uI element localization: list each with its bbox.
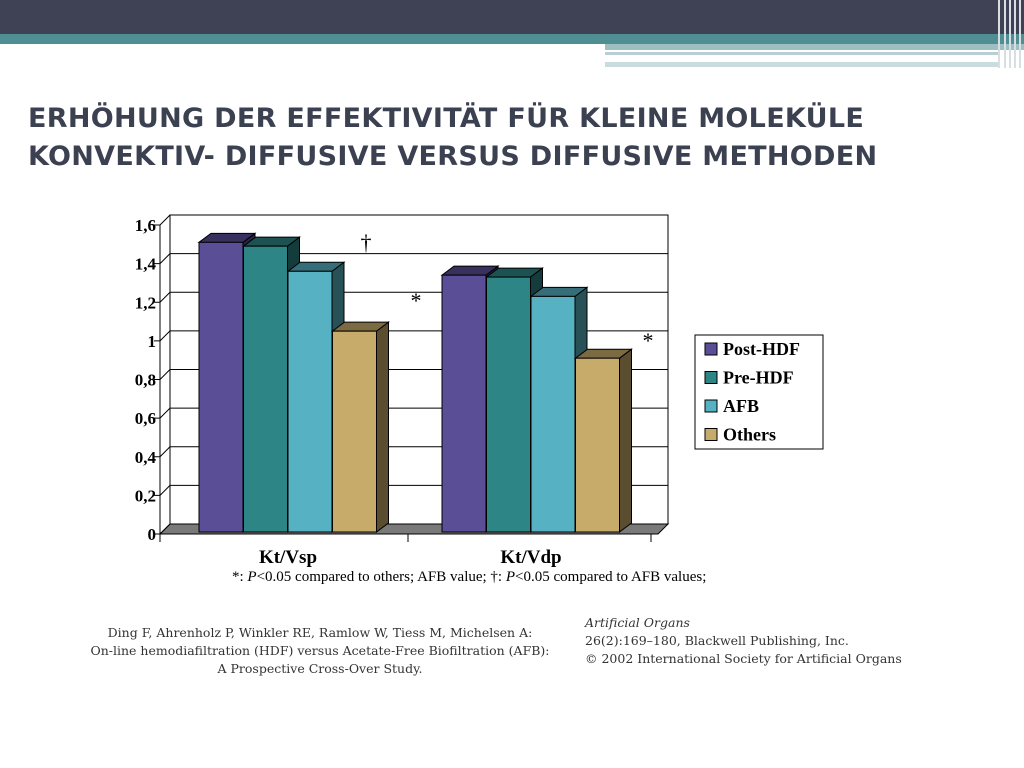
- y-tick-label: 1,2: [135, 293, 156, 312]
- journal-line-2: 26(2):169–180, Blackwell Publishing, Inc…: [585, 633, 849, 648]
- y-tick-label: 0: [148, 525, 157, 544]
- footnote-middle: <0.05 compared to others; AFB value; †:: [256, 569, 506, 585]
- header-band-teal: [0, 34, 1024, 44]
- y-tick-label: 0,4: [135, 448, 157, 467]
- citation: Ding F, Ahrenholz P, Winkler RE, Ramlow …: [70, 624, 570, 678]
- header-white-tab: [0, 44, 605, 52]
- header-line-right-lower: [605, 62, 1000, 67]
- journal-line-3: © 2002 International Society for Artific…: [585, 651, 902, 666]
- y-tick-label: 0,2: [135, 486, 156, 505]
- citation-line-1: Ding F, Ahrenholz P, Winkler RE, Ramlow …: [107, 625, 533, 640]
- citation-line-3: A Prospective Cross-Over Study.: [217, 661, 423, 676]
- bar-group: [574, 348, 633, 533]
- journal-name: Artificial Organs: [585, 615, 690, 630]
- significance-marker: *: [411, 288, 422, 313]
- y-axis-depth-tick: [159, 446, 171, 458]
- y-axis-depth-tick: [159, 369, 171, 380]
- bar: [530, 295, 576, 533]
- significance-marker: *: [643, 328, 654, 353]
- legend-label: Others: [723, 425, 776, 445]
- footnote-prefix: *:: [232, 569, 248, 585]
- y-tick-label: 1,4: [135, 255, 157, 274]
- bar-side: [376, 321, 389, 533]
- bar-side: [619, 348, 632, 533]
- y-axis-depth-tick: [159, 291, 171, 303]
- significance-marker: †: [361, 230, 372, 255]
- bar: [198, 241, 244, 533]
- slide-title-line-1: ERHÖHUNG DER EFFEKTIVITÄT FÜR KLEINE MOL…: [28, 103, 865, 134]
- legend-label: AFB: [723, 396, 759, 416]
- y-tick-label: 0,8: [135, 371, 156, 390]
- y-axis-depth-tick: [159, 523, 171, 535]
- citation-line-2: On-line hemodiafiltration (HDF) versus A…: [90, 643, 550, 658]
- footnote-p-1: P: [247, 569, 257, 585]
- legend-label: Post-HDF: [723, 339, 800, 359]
- bar-group: [331, 321, 390, 533]
- x-category-label: Kt/Vdp: [500, 547, 561, 568]
- y-tick-label: 1: [148, 332, 157, 351]
- footnote-suffix: <0.05 compared to AFB values;: [515, 569, 707, 585]
- y-axis-depth-tick: [159, 253, 171, 264]
- legend-swatch: [704, 399, 718, 413]
- y-axis-depth-tick: [159, 485, 171, 496]
- bar: [332, 330, 377, 533]
- bar: [243, 245, 288, 533]
- journal-reference: Artificial Organs 26(2):169–180, Blackwe…: [585, 614, 902, 668]
- legend-swatch: [704, 342, 718, 356]
- legend-swatch: [704, 428, 718, 441]
- chart-footnote: *: P<0.05 compared to others; AFB value;…: [232, 569, 706, 586]
- bar: [441, 274, 487, 533]
- bar: [486, 276, 531, 533]
- header-band-dark: [0, 0, 1024, 34]
- header-stripes: [994, 0, 1024, 68]
- y-tick-label: 1,6: [135, 216, 156, 235]
- legend-label: Pre-HDF: [723, 368, 794, 388]
- slide-title: ERHÖHUNG DER EFFEKTIVITÄT FÜR KLEINE MOL…: [28, 100, 877, 176]
- y-axis-depth-tick: [159, 330, 171, 342]
- legend-swatch: [704, 371, 718, 384]
- footnote-p-2: P: [505, 569, 516, 585]
- y-tick-label: 0,6: [135, 409, 156, 428]
- y-axis-depth-tick: [159, 407, 171, 419]
- header-line-right: [605, 52, 1000, 55]
- bar: [287, 270, 333, 533]
- bar: [575, 357, 620, 533]
- x-category-label: Kt/Vsp: [259, 547, 317, 568]
- y-axis-depth-tick: [159, 214, 171, 226]
- slide-title-line-2: KONVEKTIV- DIFFUSIVE VERSUS DIFFUSIVE ME…: [28, 141, 878, 172]
